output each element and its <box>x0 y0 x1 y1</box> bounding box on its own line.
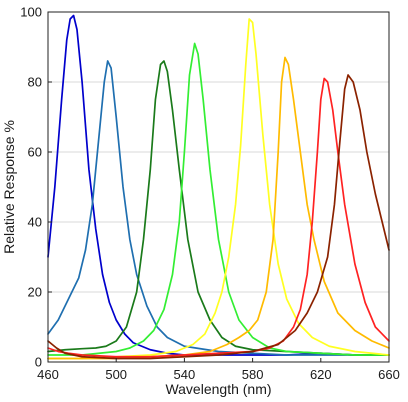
y-tick-label: 20 <box>28 285 42 300</box>
series-line-5 <box>47 18 390 360</box>
y-axis-title: Relative Response % <box>1 120 17 254</box>
series-line-3 <box>47 60 390 356</box>
y-tick-label: 0 <box>35 355 42 370</box>
x-tick-label: 580 <box>242 367 264 382</box>
y-tick-label: 100 <box>20 5 42 20</box>
x-tick-label: 460 <box>37 367 59 382</box>
grid-lines <box>48 81 389 293</box>
x-tick-label: 660 <box>378 367 400 382</box>
y-tick-label: 60 <box>28 145 42 160</box>
x-tick-label: 540 <box>174 367 196 382</box>
y-axis-ticks: 0 20 40 60 80 100 <box>20 5 52 370</box>
y-tick-label: 40 <box>28 215 42 230</box>
series-line-7 <box>47 77 390 358</box>
x-axis-title: Wavelength (nm) <box>165 381 271 397</box>
series-line-6 <box>47 56 390 360</box>
x-axis-ticks: 460 500 540 580 620 660 <box>37 358 400 382</box>
series-line-8 <box>47 74 390 360</box>
series-line-1 <box>47 14 390 356</box>
series-line-4 <box>47 42 390 356</box>
y-tick-label: 80 <box>28 75 42 90</box>
x-tick-label: 500 <box>105 367 127 382</box>
series-lines <box>47 14 390 360</box>
series-line-2 <box>47 60 390 356</box>
plot-frame <box>47 11 390 363</box>
x-tick-label: 620 <box>310 367 332 382</box>
